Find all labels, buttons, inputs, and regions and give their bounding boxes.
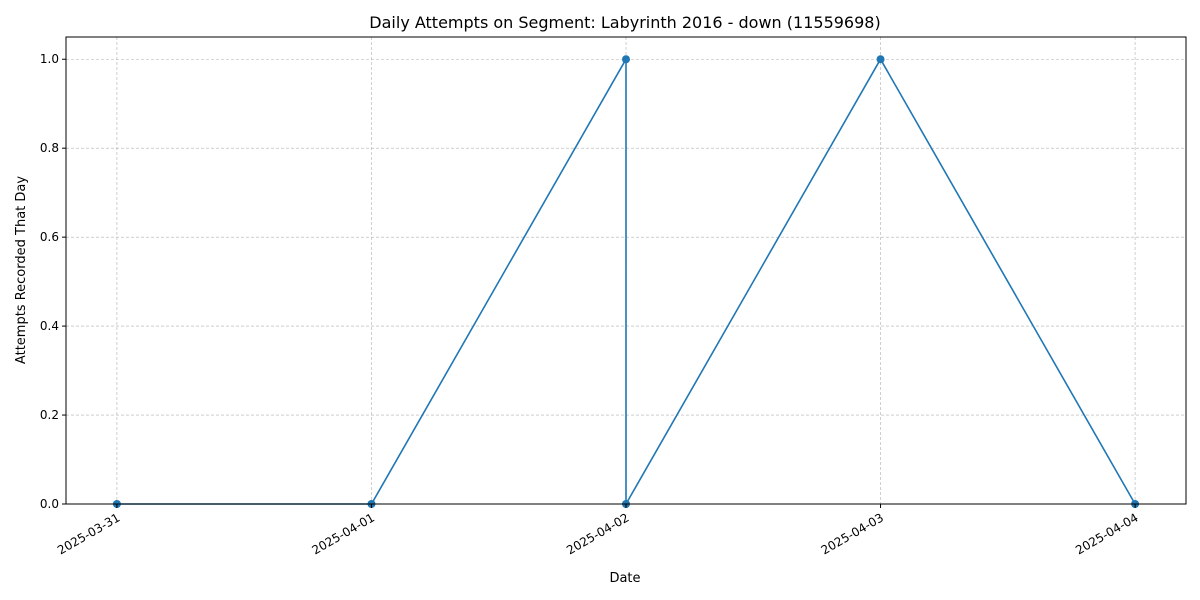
y-tick-label: 0.2 [40, 408, 59, 422]
data-point [622, 55, 630, 64]
x-axis-label: Date [609, 571, 640, 586]
chart-title: Daily Attempts on Segment: Labyrinth 201… [369, 13, 880, 32]
y-axis-label: Attempts Recorded That Day [14, 176, 29, 364]
y-tick-label: 1.0 [40, 52, 59, 66]
y-tick-label: 0.8 [40, 141, 59, 155]
y-axis-ticks: 0.0 0.2 0.4 0.6 0.8 1.0 [40, 52, 66, 511]
y-tick-label: 0.4 [40, 319, 59, 333]
y-tick-label: 0.6 [40, 230, 59, 244]
data-point [876, 55, 885, 64]
y-tick-label: 0.0 [40, 497, 59, 511]
